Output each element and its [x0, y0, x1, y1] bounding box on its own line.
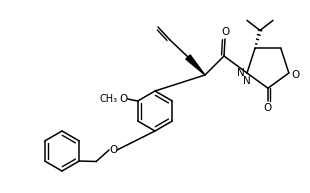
- Text: CH₃: CH₃: [100, 94, 118, 104]
- Text: N: N: [237, 68, 245, 78]
- Text: O: O: [120, 94, 128, 104]
- Text: O: O: [221, 27, 229, 37]
- Polygon shape: [186, 55, 205, 75]
- Text: O: O: [109, 145, 117, 155]
- Text: O: O: [292, 70, 300, 80]
- Text: N: N: [243, 76, 251, 86]
- Text: O: O: [264, 103, 272, 113]
